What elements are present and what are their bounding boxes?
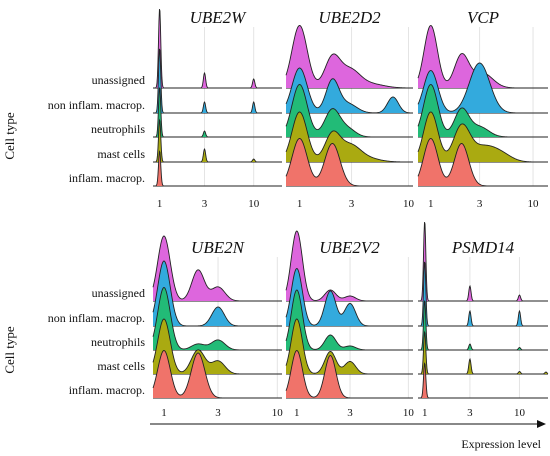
x-tick-label: 10 [514,407,526,419]
row-label: mast cells [97,359,145,373]
ridge-neutrophils [153,87,282,137]
ridge-inflam-macrop [418,138,548,186]
ridge-non-inflam-macrop [418,63,548,113]
x-axis-arrow-head [537,420,546,428]
ridge-outline [285,230,413,302]
ridge-outline [152,235,282,302]
x-tick-label: 1 [422,407,428,419]
ridge-mast-cells [153,120,282,162]
panel-title: UBE2N [191,238,246,257]
panel: UBE2D2 1 3 10 [285,8,415,210]
x-tick-label: 10 [528,198,540,210]
panel-title: PSMD14 [451,238,515,257]
ridge-inflam-macrop [153,350,282,398]
ridge-outline [152,350,282,399]
ridge-outline [418,221,548,302]
x-tick-label: 10 [403,407,415,419]
ridge-outline [285,138,413,187]
ridge-inflam-macrop [286,138,413,186]
panel: UBE2N 1 3 10 [152,235,284,419]
ridge-outline [417,62,548,114]
x-tick-label: 3 [215,407,221,419]
ridge-mast-cells [418,332,548,374]
row-label: inflam. macrop. [69,383,145,397]
ridge-unassigned [418,222,548,301]
ridge-neutrophils [418,300,548,350]
ridge-outline [418,330,549,375]
row-label: non inflam. macrop. [48,311,145,325]
x-tick-label: 10 [248,198,260,210]
ridge-outline [417,84,548,138]
panel-title: UBE2V2 [319,238,380,257]
row-label: non inflam. macrop. [48,98,145,112]
ridge-inflam-macrop [286,350,413,398]
ridge-outline [153,48,282,114]
x-tick-label: 3 [202,198,208,210]
x-tick-label: 1 [157,198,163,210]
ridge-outline [152,260,282,327]
panel: PSMD14 1 3 10 [418,221,549,419]
row-label: inflam. macrop. [69,171,145,185]
ridge-outline [285,111,414,163]
ridge-mast-cells [418,111,548,162]
row-label: neutrophils [91,122,145,136]
ridge-outline [153,8,282,89]
row-label: unassigned [92,286,145,300]
row-label: mast cells [97,147,145,161]
ridge-outline [285,289,413,351]
ridge-outline [152,318,282,375]
x-tick-label: 1 [294,407,300,419]
ridge-outline [285,268,413,327]
panel: VCP 1 3 10 [417,8,548,210]
panel: UBE2W 1 3 10 [153,8,282,210]
panel-title: UBE2D2 [318,8,381,27]
row-label: neutrophils [91,335,145,349]
row-labels: unassigned non inflam. macrop. neutrophils… [48,73,146,397]
ridge-outline [417,111,548,163]
ridge-outline [153,118,282,163]
ridge-inflam-macrop [153,151,282,186]
y-axis-label-top: Cell type [2,112,17,160]
ridge-inflam-macrop [418,363,548,398]
ridge-outline [285,84,413,138]
panel: UBE2V2 1 3 10 [285,230,415,419]
ridge-outline [418,300,548,351]
ridge-outline [417,138,548,187]
x-axis-label: Expression level [461,437,541,451]
y-axis-label-bottom: Cell type [2,326,17,374]
panel-title: UBE2W [190,8,248,27]
ridge-non-inflam-macrop [418,261,548,326]
x-tick-label: 1 [428,198,434,210]
x-tick-label: 3 [349,198,355,210]
ridge-outline [285,25,413,89]
ridge-non-inflam-macrop [153,48,282,113]
ridge-outline [285,350,413,399]
x-tick-label: 10 [403,198,415,210]
panel-title: VCP [467,8,499,27]
ridge-outline [418,362,548,399]
x-tick-label: 1 [161,407,167,419]
ridge-outline [153,87,282,138]
x-tick-label: 10 [272,407,284,419]
ridge-outline [285,67,414,114]
ridge-outline [285,318,413,375]
ridge-outline [152,287,282,351]
ridge-outline [153,150,282,187]
row-label: unassigned [92,73,145,87]
x-tick-label: 3 [347,407,353,419]
x-tick-label: 3 [467,407,473,419]
x-tick-label: 3 [477,198,483,210]
x-tick-label: 1 [297,198,303,210]
ridge-outline [418,261,548,327]
